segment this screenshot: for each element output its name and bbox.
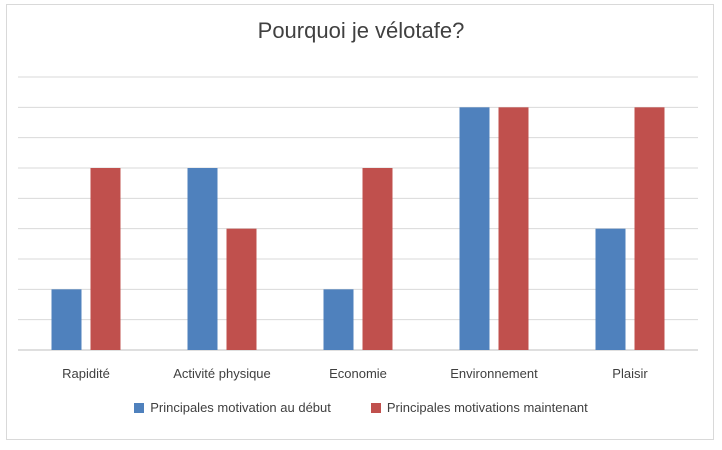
x-tick-label: Environnement — [450, 366, 538, 381]
x-tick-label: Plaisir — [612, 366, 648, 381]
x-tick-label: Economie — [329, 366, 387, 381]
bar-series-1-4 — [459, 107, 490, 350]
bar-series-1-3 — [323, 289, 354, 350]
bar-series-2-3 — [362, 168, 393, 350]
legend-item-series-2: Principales motivations maintenant — [370, 400, 588, 415]
x-tick-labels: Rapidité Activité physique Economie Environ… — [62, 366, 648, 381]
bar-series-2-2 — [226, 228, 257, 350]
legend-label-series-2: Principales motivations maintenant — [386, 400, 588, 415]
legend: Principales motivation au début Principa… — [0, 400, 722, 415]
legend-swatch-series-1 — [134, 402, 145, 413]
x-tick-label: Activité physique — [173, 366, 271, 381]
bars — [51, 107, 665, 350]
gridlines — [18, 76, 698, 351]
chart-title: Pourquoi je vélotafe? — [257, 18, 465, 43]
legend-swatch-series-2 — [370, 402, 381, 413]
legend-label-series-1: Principales motivation au début — [150, 400, 331, 415]
bar-series-2-5 — [634, 107, 665, 350]
x-tick-label: Rapidité — [62, 366, 110, 381]
bar-series-1-2 — [187, 168, 218, 350]
bar-series-2-1 — [90, 168, 121, 350]
bar-series-1-1 — [51, 289, 82, 350]
legend-item-series-1: Principales motivation au début — [134, 400, 331, 415]
bar-series-2-4 — [498, 107, 529, 350]
bar-series-1-5 — [595, 228, 626, 350]
